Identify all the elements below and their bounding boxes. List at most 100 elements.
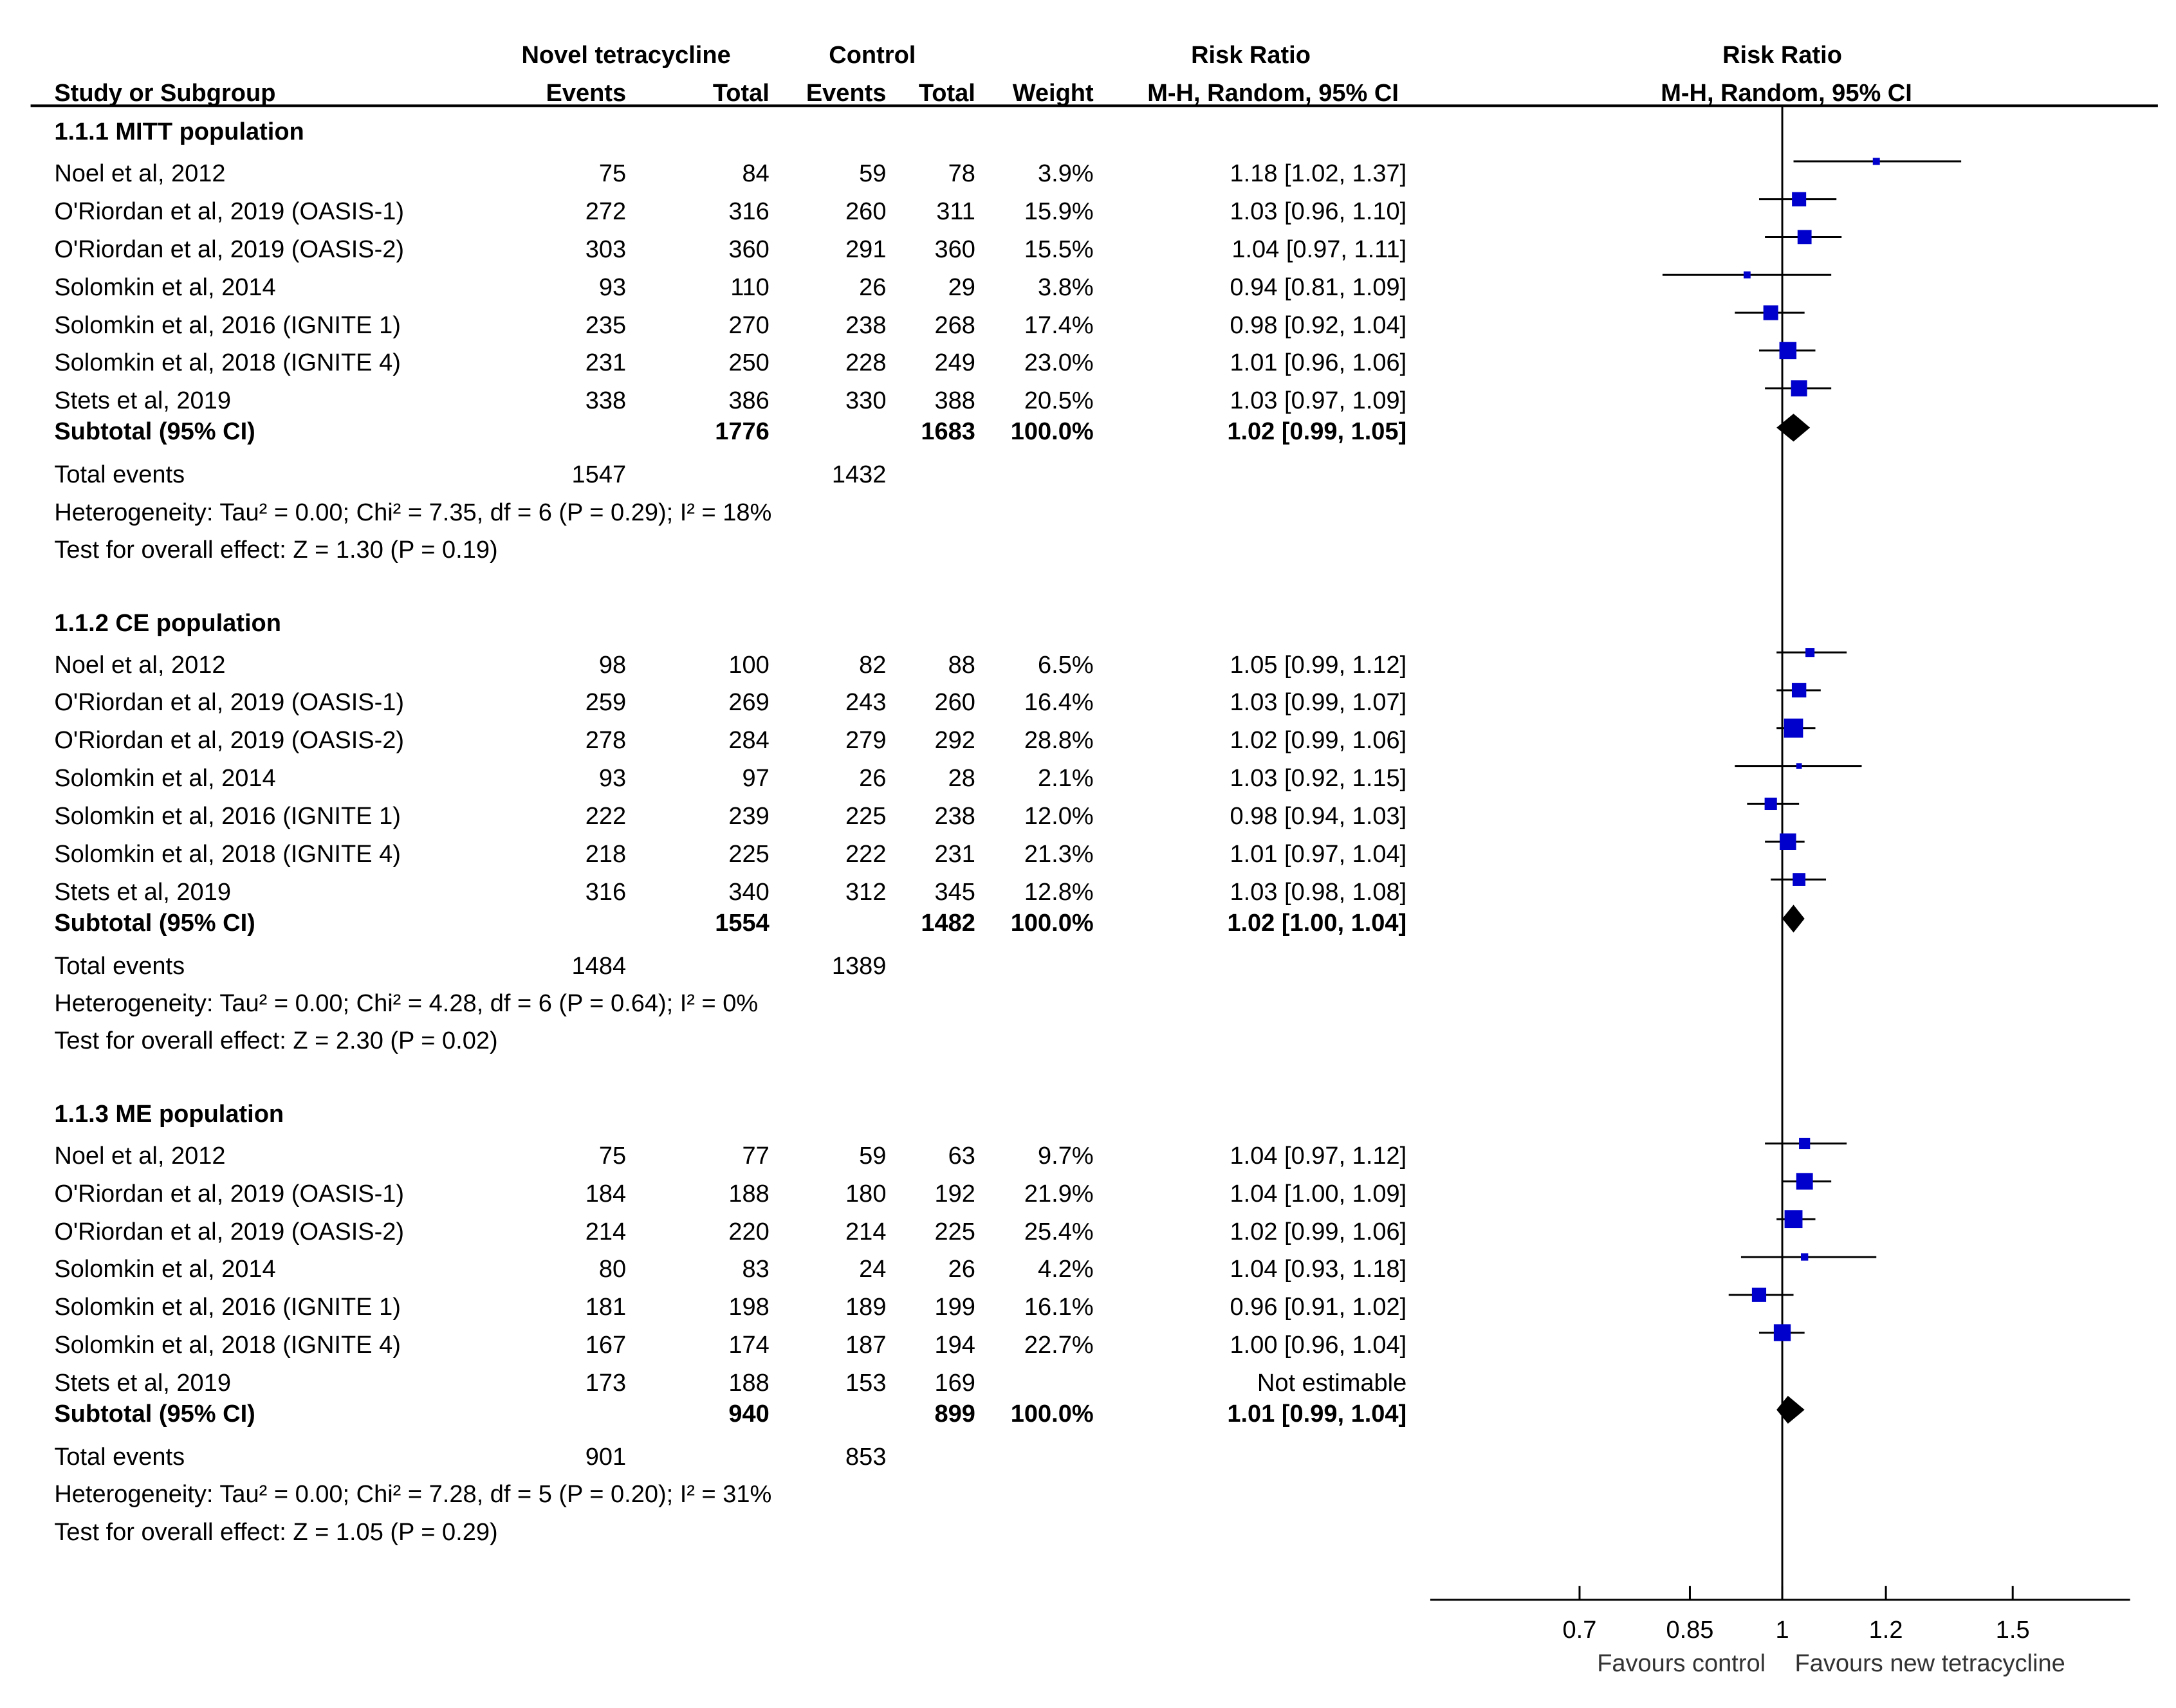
study-name: Solomkin et al, 2016 (IGNITE 1) bbox=[54, 802, 401, 830]
study-risk-ratio-ci: 1.02 [0.99, 1.06] bbox=[1230, 1218, 1407, 1245]
favours-control-label: Favours control bbox=[1597, 1650, 1766, 1678]
study-total-novel: 250 bbox=[728, 349, 770, 377]
study-events-novel: 93 bbox=[598, 765, 627, 793]
study-events-novel: 167 bbox=[585, 1332, 627, 1359]
subtotal-total-control: 899 bbox=[934, 1400, 975, 1428]
study-events-control: 59 bbox=[859, 160, 887, 188]
study-point-marker bbox=[1796, 763, 1802, 769]
overall-effect-test: Test for overall effect: Z = 1.30 (P = 0… bbox=[54, 537, 498, 564]
study-events-control: 260 bbox=[845, 198, 887, 226]
study-point-marker bbox=[1791, 683, 1807, 698]
study-weight: 21.3% bbox=[1024, 840, 1094, 868]
study-total-control: 260 bbox=[934, 689, 975, 717]
study-events-novel: 173 bbox=[585, 1369, 627, 1397]
study-name: Solomkin et al, 2014 bbox=[54, 765, 276, 793]
study-point-marker bbox=[1773, 1324, 1791, 1341]
header-risk-ratio-table: Risk Ratio bbox=[1191, 42, 1311, 69]
study-total-control: 311 bbox=[936, 198, 975, 226]
study-events-novel: 338 bbox=[585, 387, 627, 415]
study-total-novel: 220 bbox=[728, 1218, 770, 1245]
study-events-novel: 184 bbox=[585, 1180, 627, 1208]
study-total-control: 29 bbox=[948, 273, 975, 301]
study-weight: 12.0% bbox=[1024, 802, 1094, 830]
study-risk-ratio-ci: 1.01 [0.96, 1.06] bbox=[1230, 349, 1407, 377]
study-name: O'Riordan et al, 2019 (OASIS-1) bbox=[54, 689, 405, 717]
study-total-novel: 198 bbox=[728, 1294, 770, 1321]
study-events-novel: 259 bbox=[585, 689, 627, 717]
subtotal-risk-ratio-ci: 1.02 [0.99, 1.05] bbox=[1227, 418, 1407, 446]
study-risk-ratio-ci: 1.03 [0.92, 1.15] bbox=[1230, 765, 1407, 793]
study-total-novel: 100 bbox=[728, 651, 770, 679]
header-risk-ratio-plot: Risk Ratio bbox=[1722, 42, 1842, 69]
header-method-plot: M-H, Random, 95% CI bbox=[1661, 79, 1912, 107]
study-total-novel: 239 bbox=[728, 802, 770, 830]
x-axis-tick-label: 1.5 bbox=[1995, 1617, 2030, 1644]
study-weight: 3.9% bbox=[1038, 160, 1094, 188]
study-name: Solomkin et al, 2016 (IGNITE 1) bbox=[54, 1294, 401, 1321]
study-events-novel: 218 bbox=[585, 840, 627, 868]
study-name: Solomkin et al, 2016 (IGNITE 1) bbox=[54, 311, 401, 339]
study-point-marker bbox=[1779, 342, 1797, 360]
study-total-novel: 386 bbox=[728, 387, 770, 415]
header-total-control: Total bbox=[918, 79, 975, 107]
study-risk-ratio-ci: 1.02 [0.99, 1.06] bbox=[1230, 727, 1407, 755]
study-risk-ratio-ci: 0.94 [0.81, 1.09] bbox=[1230, 273, 1407, 301]
study-total-control: 194 bbox=[934, 1332, 975, 1359]
study-total-control: 169 bbox=[934, 1369, 975, 1397]
subtotal-total-control: 1683 bbox=[921, 418, 975, 446]
study-events-control: 214 bbox=[845, 1218, 887, 1245]
study-total-control: 26 bbox=[948, 1256, 975, 1283]
study-name: Solomkin et al, 2018 (IGNITE 4) bbox=[54, 349, 401, 377]
study-total-novel: 284 bbox=[728, 727, 770, 755]
heterogeneity-stats: Heterogeneity: Tau² = 0.00; Chi² = 7.35,… bbox=[54, 499, 772, 526]
study-point-marker bbox=[1784, 718, 1803, 738]
study-point-marker bbox=[1743, 271, 1751, 279]
total-events-control: 1432 bbox=[831, 461, 887, 489]
study-risk-ratio-ci: 1.00 [0.96, 1.04] bbox=[1230, 1332, 1407, 1359]
study-events-novel: 75 bbox=[598, 1142, 627, 1170]
study-events-control: 330 bbox=[845, 387, 887, 415]
total-events-novel: 901 bbox=[585, 1443, 627, 1471]
subtotal-total-novel: 940 bbox=[728, 1400, 770, 1428]
study-weight: 17.4% bbox=[1024, 311, 1094, 339]
study-events-control: 59 bbox=[859, 1142, 887, 1170]
study-total-novel: 83 bbox=[742, 1256, 770, 1283]
subtotal-total-control: 1482 bbox=[921, 909, 975, 937]
study-weight: 6.5% bbox=[1038, 651, 1094, 679]
study-risk-ratio-ci: 1.03 [0.98, 1.08] bbox=[1230, 878, 1407, 906]
subgroup-title: 1.1.1 MITT population bbox=[54, 118, 304, 146]
overall-effect-test: Test for overall effect: Z = 2.30 (P = 0… bbox=[54, 1027, 498, 1055]
study-point-marker bbox=[1801, 1253, 1809, 1261]
study-name: Solomkin et al, 2014 bbox=[54, 273, 276, 301]
x-axis-tick-label: 1.2 bbox=[1868, 1617, 1903, 1644]
study-events-novel: 93 bbox=[598, 273, 627, 301]
study-name: Stets et al, 2019 bbox=[54, 1369, 231, 1397]
study-weight: 25.4% bbox=[1024, 1218, 1094, 1245]
study-total-novel: 340 bbox=[728, 878, 770, 906]
study-total-novel: 316 bbox=[728, 198, 770, 226]
header-method-table: M-H, Random, 95% CI bbox=[1147, 79, 1399, 107]
study-total-novel: 110 bbox=[730, 273, 770, 301]
study-point-marker bbox=[1764, 797, 1777, 811]
study-risk-ratio-ci: 0.96 [0.91, 1.02] bbox=[1230, 1294, 1407, 1321]
study-name: Solomkin et al, 2018 (IGNITE 4) bbox=[54, 1332, 401, 1359]
study-name: Noel et al, 2012 bbox=[54, 1142, 226, 1170]
study-name: Solomkin et al, 2014 bbox=[54, 1256, 276, 1283]
subtotal-total-novel: 1554 bbox=[715, 909, 770, 937]
study-risk-ratio-ci: 0.98 [0.94, 1.03] bbox=[1230, 802, 1407, 830]
study-weight: 15.5% bbox=[1024, 235, 1094, 263]
study-events-control: 82 bbox=[859, 651, 887, 679]
study-events-novel: 316 bbox=[585, 878, 627, 906]
header-group-control: Control bbox=[829, 42, 916, 69]
study-events-control: 243 bbox=[845, 689, 887, 717]
study-risk-ratio-ci: 1.18 [1.02, 1.37] bbox=[1230, 160, 1407, 188]
study-total-novel: 77 bbox=[742, 1142, 770, 1170]
x-axis-tick-label: 1 bbox=[1775, 1617, 1789, 1644]
study-weight: 28.8% bbox=[1024, 727, 1094, 755]
study-total-control: 78 bbox=[948, 160, 975, 188]
heterogeneity-stats: Heterogeneity: Tau² = 0.00; Chi² = 4.28,… bbox=[54, 989, 759, 1017]
study-total-novel: 84 bbox=[742, 160, 770, 188]
study-total-control: 388 bbox=[934, 387, 975, 415]
study-name: Stets et al, 2019 bbox=[54, 387, 231, 415]
study-weight: 21.9% bbox=[1024, 1180, 1094, 1208]
